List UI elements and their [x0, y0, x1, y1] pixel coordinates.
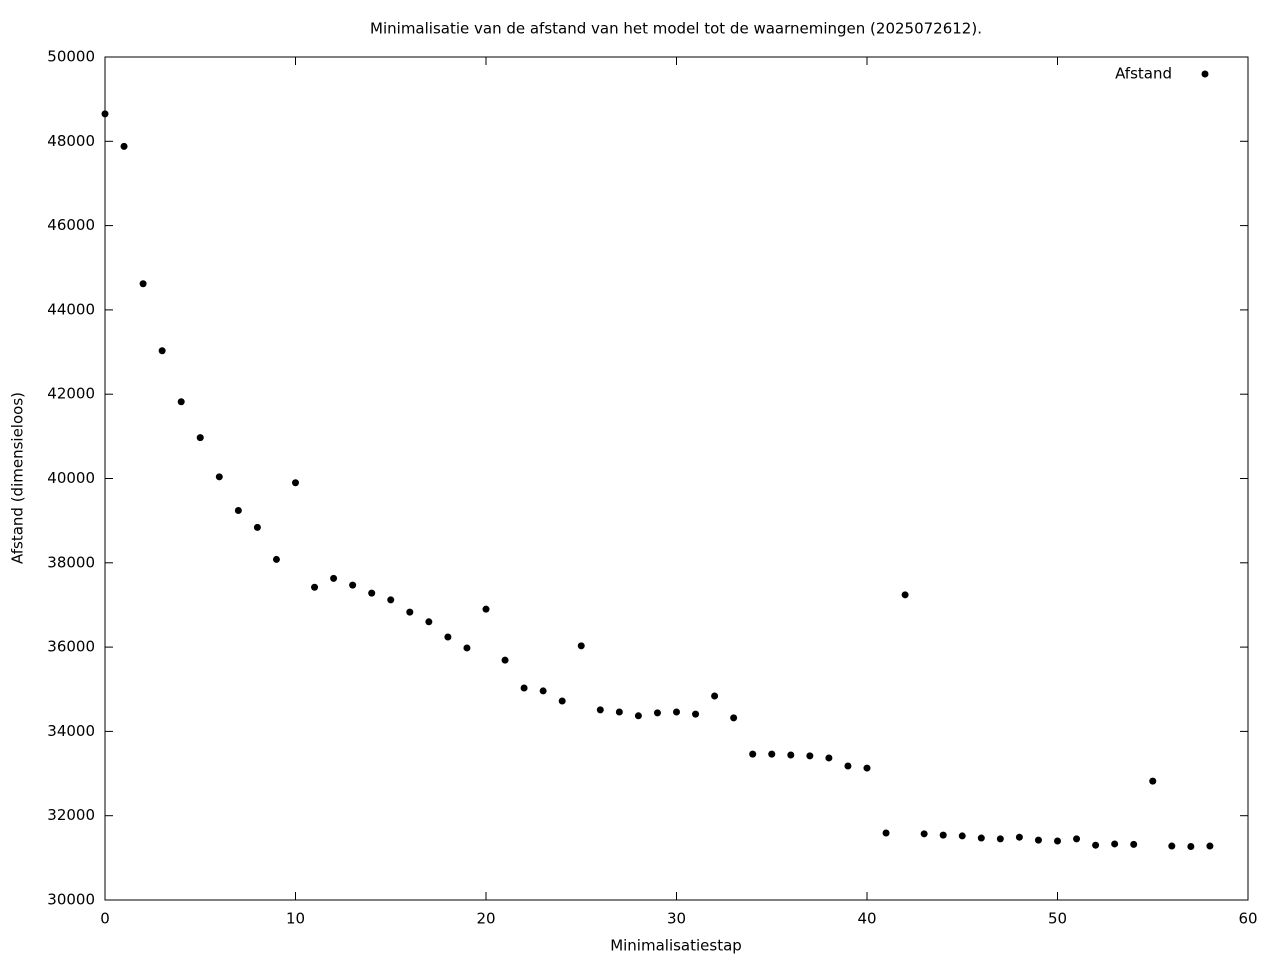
point [901, 591, 909, 599]
x-tick-label: 10 [286, 910, 305, 928]
y-axis-label: Afstand (dimensieloos) [9, 392, 27, 564]
point [101, 110, 109, 118]
y-tick-label: 38000 [47, 553, 95, 571]
point [444, 633, 452, 641]
point [311, 583, 319, 591]
point [673, 708, 680, 716]
y-tick-label: 44000 [47, 300, 95, 318]
point [977, 834, 985, 842]
point [634, 712, 642, 720]
point [158, 347, 166, 355]
point [539, 687, 547, 695]
point [1015, 833, 1023, 841]
y-tick-label: 34000 [47, 722, 95, 740]
y-tick-label: 50000 [47, 48, 95, 66]
point [749, 750, 757, 758]
point [1054, 837, 1061, 845]
point [1187, 842, 1195, 850]
y-tick-label: 42000 [47, 385, 95, 403]
x-axis-label: Minimalisatiestap [610, 937, 742, 955]
point [177, 398, 185, 406]
point [787, 751, 795, 759]
point [1092, 841, 1100, 849]
point [1034, 836, 1042, 844]
point [558, 697, 566, 705]
point [272, 555, 280, 563]
point [1149, 777, 1157, 785]
point [406, 608, 414, 616]
point [768, 750, 776, 758]
point [387, 596, 395, 604]
x-tick-label: 50 [1048, 910, 1067, 928]
point [882, 829, 890, 837]
point [330, 574, 338, 582]
point [215, 473, 223, 481]
point [482, 605, 490, 613]
point [920, 830, 928, 838]
point [958, 832, 966, 840]
plot-frame [104, 56, 1249, 901]
point [1206, 842, 1214, 850]
legend-marker [1201, 70, 1209, 78]
point [196, 434, 204, 442]
point [596, 706, 604, 714]
point [711, 692, 719, 700]
x-tick-label: 30 [667, 910, 686, 928]
point [653, 709, 661, 717]
y-tick-label: 32000 [47, 806, 95, 824]
point [939, 831, 947, 839]
point [139, 280, 147, 288]
point [234, 507, 242, 515]
point [349, 581, 357, 589]
point [806, 752, 814, 760]
point [425, 618, 433, 626]
chart-title: Minimalisatie van de afstand van het mod… [370, 20, 982, 38]
point [1168, 842, 1176, 850]
point [520, 684, 528, 692]
point [1130, 840, 1138, 848]
y-tick-label: 46000 [47, 216, 95, 234]
point [863, 764, 871, 772]
x-tick-label: 60 [1238, 910, 1257, 928]
point [825, 754, 833, 762]
point [368, 589, 376, 597]
point [253, 523, 261, 531]
point [1073, 835, 1081, 843]
point [577, 642, 585, 650]
x-tick-label: 20 [476, 910, 495, 928]
point [120, 142, 128, 150]
point [615, 708, 623, 716]
point [292, 479, 299, 487]
point [996, 835, 1004, 843]
point [501, 656, 509, 664]
x-tick-label: 0 [100, 910, 110, 928]
point [730, 714, 738, 722]
legend-label: Afstand [1115, 65, 1172, 83]
y-tick-label: 30000 [47, 891, 95, 909]
point [463, 644, 471, 652]
point [692, 710, 700, 718]
y-tick-label: 40000 [47, 469, 95, 487]
point [844, 762, 852, 770]
point [1111, 840, 1119, 848]
y-tick-label: 48000 [47, 132, 95, 150]
y-tick-label: 36000 [47, 638, 95, 656]
x-tick-label: 40 [857, 910, 876, 928]
